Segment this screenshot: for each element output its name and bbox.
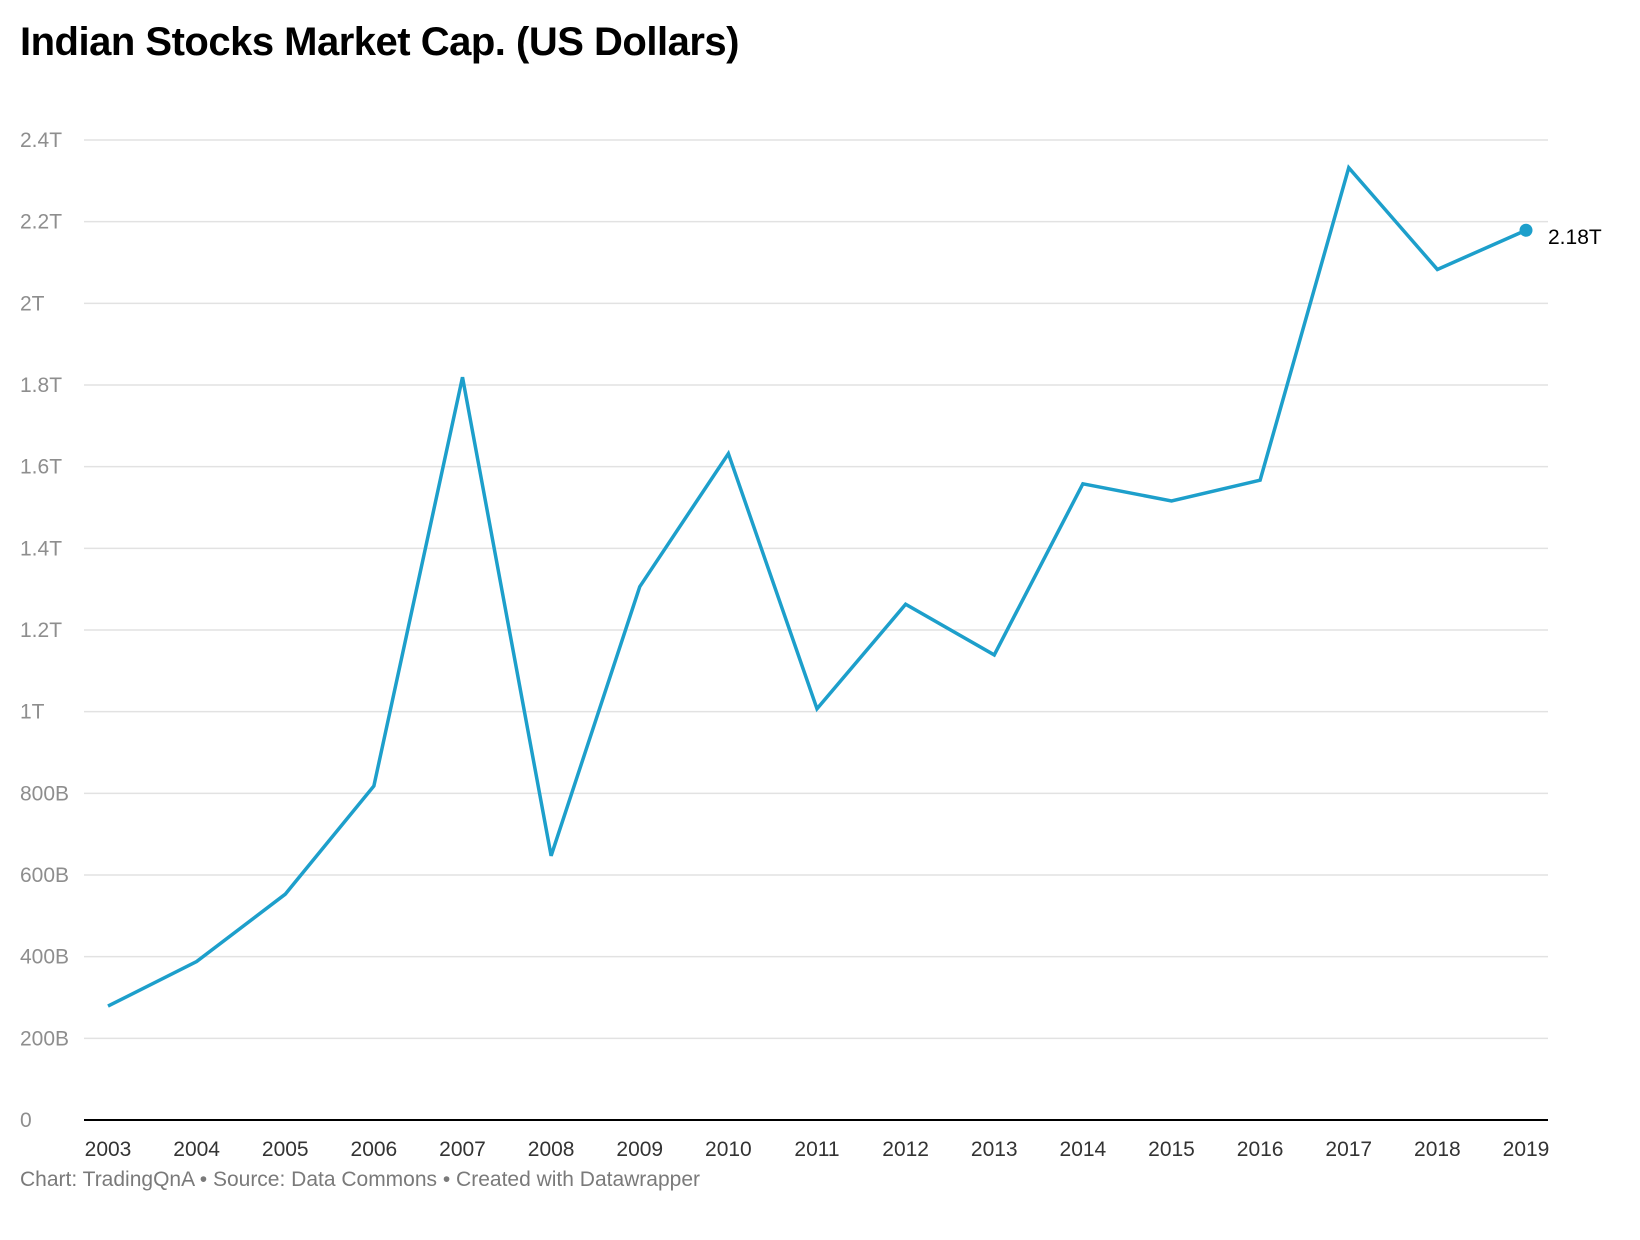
- y-tick-label: 1.6T: [20, 456, 62, 479]
- x-tick-label: 2013: [971, 1138, 1018, 1161]
- x-tick-label: 2019: [1503, 1138, 1550, 1161]
- x-tick-label: 2014: [1060, 1138, 1107, 1161]
- x-tick-label: 2012: [882, 1138, 929, 1161]
- y-tick-label: 800B: [20, 782, 69, 805]
- x-tick-label: 2010: [705, 1138, 752, 1161]
- y-tick-label: 600B: [20, 864, 69, 887]
- y-axis-ticks: 0 200B 400B 600B 800B 1T 1.2T 1.4T 1.6T 1.8T 2T 2.2…: [20, 129, 69, 1132]
- x-tick-label: 2018: [1414, 1138, 1461, 1161]
- chart-footer: Chart: TradingQnA • Source: Data Commons…: [20, 1168, 701, 1191]
- grid-lines: [84, 139, 1548, 1040]
- x-tick-label: 2007: [439, 1138, 486, 1161]
- end-value-label: 2.18T: [1548, 226, 1602, 249]
- y-tick-label: 1.2T: [20, 619, 62, 642]
- x-tick-label: 2004: [173, 1138, 220, 1161]
- x-tick-label: 2017: [1325, 1138, 1372, 1161]
- y-tick-label: 1.4T: [20, 537, 62, 560]
- x-tick-label: 2003: [85, 1138, 132, 1161]
- chart-title: Indian Stocks Market Cap. (US Dollars): [20, 20, 739, 64]
- x-tick-label: 2009: [616, 1138, 663, 1161]
- series-group: 2.18T: [107, 164, 1602, 1008]
- y-tick-label: 0: [20, 1109, 32, 1132]
- y-tick-label: 400B: [20, 946, 69, 969]
- x-tick-label: 2008: [528, 1138, 575, 1161]
- y-tick-label: 200B: [20, 1027, 69, 1050]
- x-tick-label: 2015: [1148, 1138, 1195, 1161]
- y-tick-label: 2.4T: [20, 129, 62, 152]
- x-tick-label: 2005: [262, 1138, 309, 1161]
- y-tick-label: 1.8T: [20, 374, 62, 397]
- end-point: [1519, 223, 1533, 237]
- x-axis-ticks: 2003 2004 2005 2006 2007 2008 2009 2010 2011 2012…: [85, 1138, 1550, 1161]
- series-line: [107, 164, 1527, 1008]
- x-tick-label: 2011: [794, 1138, 839, 1161]
- y-tick-label: 2.2T: [20, 211, 62, 234]
- x-tick-label: 2016: [1237, 1138, 1284, 1161]
- x-tick-label: 2006: [351, 1138, 398, 1161]
- y-tick-label: 1T: [20, 701, 45, 724]
- y-tick-label: 2T: [20, 292, 45, 315]
